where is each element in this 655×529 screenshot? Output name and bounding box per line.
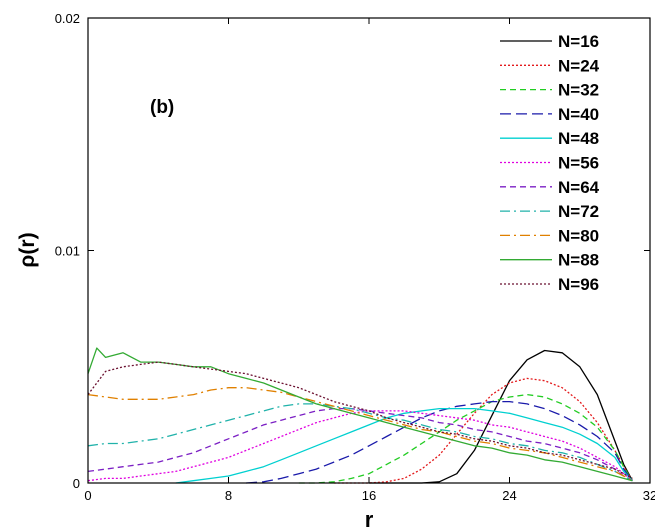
legend-label: N=64 xyxy=(558,178,600,197)
series-line xyxy=(87,387,633,482)
panel-label: (b) xyxy=(150,97,174,118)
legend-label: N=48 xyxy=(558,129,599,148)
series-line xyxy=(87,407,633,482)
legend-label: N=88 xyxy=(558,251,599,270)
series-line xyxy=(87,361,633,479)
x-tick-label: 32 xyxy=(643,488,655,503)
legend-label: N=16 xyxy=(558,32,599,51)
x-axis-title: r xyxy=(365,507,374,529)
legend-label: N=32 xyxy=(558,81,599,100)
series-line xyxy=(87,410,633,482)
legend-label: N=72 xyxy=(558,202,599,221)
y-axis-title: ρ(r) xyxy=(16,232,39,267)
y-tick-label: 0 xyxy=(73,476,80,491)
series-layer xyxy=(87,347,633,484)
series-line xyxy=(333,377,633,484)
legend-label: N=80 xyxy=(558,226,599,245)
ticks-layer: 0 8 16 24 32 0 0.01 0.02 xyxy=(55,11,655,503)
x-tick-label: 24 xyxy=(502,488,516,503)
legend-label: N=40 xyxy=(558,105,599,124)
y-tick-label: 0.01 xyxy=(55,244,80,259)
x-tick-label: 8 xyxy=(225,488,232,503)
x-tick-label: 0 xyxy=(84,488,91,503)
series-line xyxy=(175,407,633,484)
series-line xyxy=(298,393,633,484)
series-line xyxy=(87,403,633,482)
legend: N=16 N=24 N=32 N=40 N=48 N=56 N=64 N=72 N=80 N=88… xyxy=(500,32,600,294)
series-line xyxy=(87,347,633,482)
legend-label: N=56 xyxy=(558,154,599,173)
x-tick-label: 16 xyxy=(362,488,376,503)
y-tick-label: 0.02 xyxy=(55,11,80,26)
legend-label: N=96 xyxy=(558,275,599,294)
legend-label: N=24 xyxy=(558,56,600,75)
